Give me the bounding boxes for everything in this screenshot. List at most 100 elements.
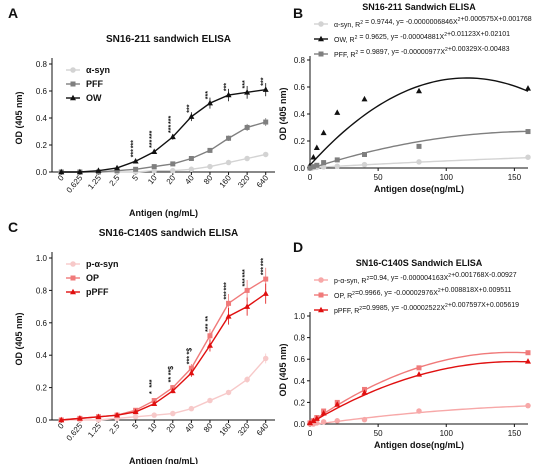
data-point — [262, 86, 269, 92]
legend-marker — [318, 35, 324, 42]
legend-marker — [70, 81, 76, 87]
y-axis-label: OD (405 nm) — [14, 312, 24, 365]
significance-mark: *** — [224, 291, 231, 299]
y-tick-label: 0.4 — [36, 114, 48, 123]
data-point — [76, 168, 83, 175]
x-tick-label: 40 — [183, 421, 196, 434]
data-point — [314, 162, 320, 168]
data-point — [334, 163, 340, 169]
series-2 — [58, 283, 269, 423]
y-tick-label: 1.0 — [36, 254, 48, 263]
data-point — [206, 342, 213, 348]
data-point — [58, 168, 65, 175]
data-point — [310, 164, 316, 170]
data-point — [313, 144, 320, 150]
significance-mark: *** — [149, 139, 156, 147]
significance-mark: * — [149, 391, 156, 394]
data-point — [362, 152, 367, 157]
y-tick-label: 0.6 — [36, 87, 48, 96]
data-point — [188, 156, 194, 161]
data-point — [151, 164, 157, 170]
data-point — [262, 290, 269, 296]
data-point — [225, 159, 232, 166]
significance-mark: *** — [261, 77, 268, 85]
x-tick-label: 80 — [202, 173, 215, 186]
legend-marker — [70, 67, 76, 73]
data-point — [262, 151, 269, 158]
y-tick-label: 0.6 — [36, 319, 48, 328]
data-point — [525, 350, 531, 356]
significance-mark: *** — [242, 269, 249, 277]
legend-label: p-α-syn — [86, 259, 119, 269]
data-point — [313, 415, 320, 421]
data-point — [169, 387, 176, 394]
x-tick-label: 40 — [183, 173, 196, 186]
significance-mark: *** — [205, 323, 212, 331]
data-point — [307, 419, 313, 426]
data-point — [225, 91, 232, 98]
panel-C: SN16-C140S sandwich ELISA 0.0 0.2 0.4 0.6 0.8… — [14, 228, 275, 464]
data-point — [95, 167, 102, 173]
x-tick-label: 0 — [56, 421, 66, 431]
x-tick-label: 20 — [165, 173, 178, 186]
significance-mark: *** — [242, 278, 249, 286]
data-point — [320, 164, 327, 170]
data-point — [170, 410, 176, 417]
significance-mark: *** — [205, 91, 212, 99]
legend-label: PFF, R2 = 0.9897, y= -0.00000977X2+0.003… — [334, 46, 510, 59]
x-tick-label: 100 — [440, 173, 454, 182]
series-line — [61, 278, 267, 421]
panel-A: SN16-211 sandwich ELISA 0.0 0.2 0.4 0.6 0.8 00… — [14, 34, 275, 218]
data-point — [132, 157, 139, 164]
data-point — [132, 414, 139, 420]
data-point — [188, 365, 194, 371]
data-point — [525, 358, 531, 364]
x-tick-label: 0 — [308, 173, 313, 182]
x-tick-label: 2.5 — [108, 421, 122, 436]
x-axis-label: Antigen dose(ng/mL) — [374, 184, 464, 194]
y-tick-label: 0.8 — [36, 60, 48, 69]
y-tick-label: 0.4 — [36, 351, 48, 360]
data-point — [416, 408, 422, 414]
data-point — [321, 160, 327, 166]
data-point — [361, 161, 368, 168]
fit-curve — [309, 130, 529, 169]
legend-label: α-syn, R2 = 0.9744, y= -0.0000006846X2+0… — [334, 16, 532, 29]
data-point — [114, 168, 120, 174]
legend-marker — [318, 292, 324, 298]
x-axis-label: Antigen (ng/mL) — [129, 208, 198, 218]
legend-marker — [318, 277, 324, 283]
significance-mark: *** — [261, 267, 268, 275]
data-point — [170, 167, 176, 174]
legend-marker — [70, 288, 76, 295]
data-point — [361, 95, 368, 102]
legend-marker — [318, 306, 324, 313]
series-line — [61, 293, 267, 421]
legend-label: pPFF — [86, 287, 109, 297]
data-point — [188, 166, 195, 173]
data-point — [169, 133, 176, 140]
data-point — [263, 119, 269, 125]
y-tick-label: 0.4 — [294, 110, 306, 119]
legend-label: α-syn — [86, 65, 110, 75]
chart-title: SN16-211 Sandwich ELISA — [362, 2, 476, 12]
data-point — [416, 87, 422, 94]
data-point — [334, 109, 341, 115]
series-1 — [307, 77, 531, 168]
data-point — [133, 166, 139, 172]
y-tick-label: 0.0 — [36, 416, 48, 425]
significance-mark: *** — [168, 125, 175, 133]
data-point — [207, 333, 213, 339]
chart-title: SN16-211 sandwich ELISA — [106, 34, 231, 45]
data-point — [188, 369, 195, 376]
data-point — [226, 135, 232, 141]
data-point — [151, 400, 158, 407]
data-point — [207, 397, 213, 404]
series-2 — [58, 83, 269, 175]
data-point — [361, 416, 368, 423]
x-tick-label: 0.625 — [65, 421, 85, 443]
data-point — [170, 161, 176, 167]
significance-mark: ** — [205, 316, 212, 322]
data-point — [310, 153, 317, 160]
significance-mark: *** — [224, 83, 231, 91]
